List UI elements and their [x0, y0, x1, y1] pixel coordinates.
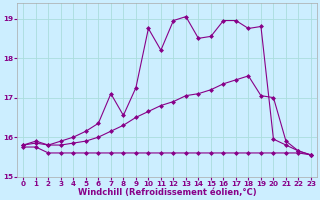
X-axis label: Windchill (Refroidissement éolien,°C): Windchill (Refroidissement éolien,°C): [78, 188, 256, 197]
